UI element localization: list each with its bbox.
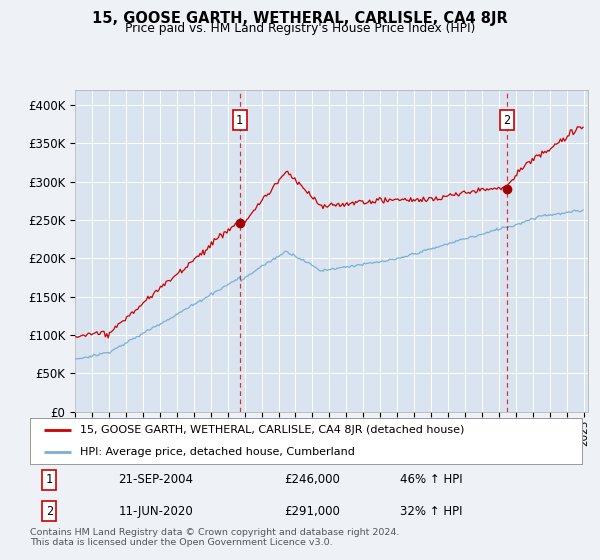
Text: 21-SEP-2004: 21-SEP-2004 (118, 473, 193, 487)
Text: 1: 1 (236, 114, 243, 127)
Text: 32% ↑ HPI: 32% ↑ HPI (400, 505, 463, 518)
Text: 1: 1 (46, 473, 53, 487)
Text: Price paid vs. HM Land Registry's House Price Index (HPI): Price paid vs. HM Land Registry's House … (125, 22, 475, 35)
Text: 2: 2 (46, 505, 53, 518)
Text: HPI: Average price, detached house, Cumberland: HPI: Average price, detached house, Cumb… (80, 447, 355, 457)
Text: £291,000: £291,000 (284, 505, 340, 518)
Text: 11-JUN-2020: 11-JUN-2020 (118, 505, 193, 518)
Text: 15, GOOSE GARTH, WETHERAL, CARLISLE, CA4 8JR: 15, GOOSE GARTH, WETHERAL, CARLISLE, CA4… (92, 11, 508, 26)
Text: 2: 2 (503, 114, 511, 127)
Text: 15, GOOSE GARTH, WETHERAL, CARLISLE, CA4 8JR (detached house): 15, GOOSE GARTH, WETHERAL, CARLISLE, CA4… (80, 425, 464, 435)
Text: Contains HM Land Registry data © Crown copyright and database right 2024.
This d: Contains HM Land Registry data © Crown c… (30, 528, 400, 547)
Text: £246,000: £246,000 (284, 473, 340, 487)
Text: 46% ↑ HPI: 46% ↑ HPI (400, 473, 463, 487)
